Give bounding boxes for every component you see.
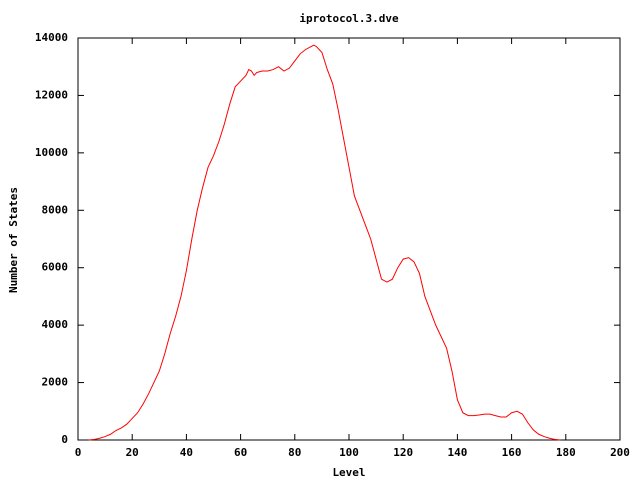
x-tick-label: 100 xyxy=(339,446,359,459)
y-tick-label: 10000 xyxy=(35,146,68,159)
x-tick-label: 120 xyxy=(393,446,413,459)
y-tick-label: 6000 xyxy=(42,261,69,274)
chart-title: iprotocol.3.dve xyxy=(299,12,399,25)
y-tick-label: 0 xyxy=(61,433,68,446)
x-tick-label: 200 xyxy=(610,446,630,459)
y-tick-label: 12000 xyxy=(35,88,68,101)
y-tick-label: 14000 xyxy=(35,31,68,44)
x-tick-label: 180 xyxy=(556,446,576,459)
x-tick-label: 60 xyxy=(234,446,247,459)
y-axis-label: Number of States xyxy=(7,187,20,293)
x-axis-label: Level xyxy=(332,466,365,479)
y-tick-label: 2000 xyxy=(42,376,69,389)
x-tick-label: 0 xyxy=(75,446,82,459)
y-tick-label: 8000 xyxy=(42,203,69,216)
x-tick-label: 40 xyxy=(180,446,193,459)
x-tick-label: 20 xyxy=(126,446,139,459)
y-tick-label: 4000 xyxy=(42,318,69,331)
data-line xyxy=(88,44,561,441)
x-tick-label: 140 xyxy=(447,446,467,459)
x-tick-label: 160 xyxy=(502,446,522,459)
x-tick-label: 80 xyxy=(288,446,301,459)
